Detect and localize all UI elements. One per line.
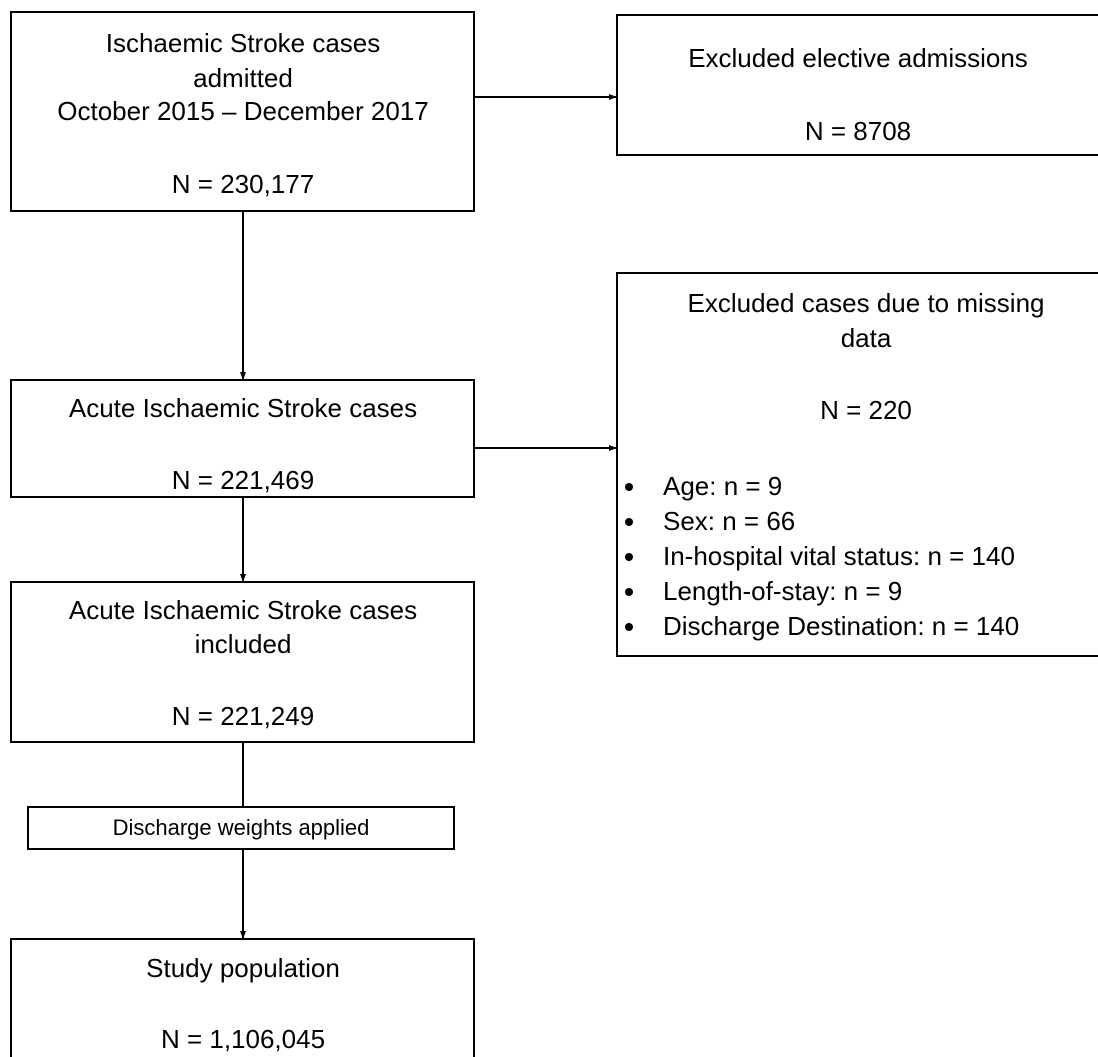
- box: [616, 272, 1098, 657]
- bullet-list: Age: n = 9 Sex: n = 66 In-hospital vital…: [625, 471, 1019, 641]
- bullet: [625, 518, 633, 526]
- bullet-text: Age: n = 9: [663, 471, 782, 501]
- bullet: [625, 623, 633, 631]
- box: [10, 11, 475, 212]
- box-text: Acute Ischaemic Stroke cases: [69, 393, 417, 423]
- box-text: N = 221,249: [172, 701, 314, 731]
- bullet-text: Discharge Destination: n = 140: [663, 611, 1019, 641]
- box-text: N = 8708: [805, 116, 911, 146]
- box-text: admitted: [193, 63, 293, 93]
- box: [27, 806, 455, 850]
- box-text: Study population: [146, 953, 340, 983]
- box-text: Excluded cases due to missing: [688, 288, 1045, 318]
- box-text: included: [195, 629, 292, 659]
- box: [10, 379, 475, 498]
- box-text: N = 220: [820, 395, 912, 425]
- bullet-text: Sex: n = 66: [663, 506, 795, 536]
- bullet: [625, 553, 633, 561]
- box-text: Ischaemic Stroke cases: [106, 28, 381, 58]
- box-text: N = 1,106,045: [161, 1024, 325, 1054]
- bullet-text: In-hospital vital status: n = 140: [663, 541, 1015, 571]
- box-text: Discharge weights applied: [113, 815, 370, 840]
- box-text: Excluded elective admissions: [688, 43, 1028, 73]
- box-text: N = 230,177: [172, 169, 314, 199]
- box-text: data: [841, 323, 892, 353]
- box-text: N = 221,469: [172, 465, 314, 495]
- box-text: October 2015 – December 2017: [57, 96, 428, 126]
- bullet: [625, 588, 633, 596]
- box: [10, 581, 475, 743]
- box-text: Acute Ischaemic Stroke cases: [69, 595, 417, 625]
- box: [10, 938, 475, 1057]
- bullet-text: Length-of-stay: n = 9: [663, 576, 902, 606]
- bullet: [625, 483, 633, 491]
- box: [616, 14, 1098, 156]
